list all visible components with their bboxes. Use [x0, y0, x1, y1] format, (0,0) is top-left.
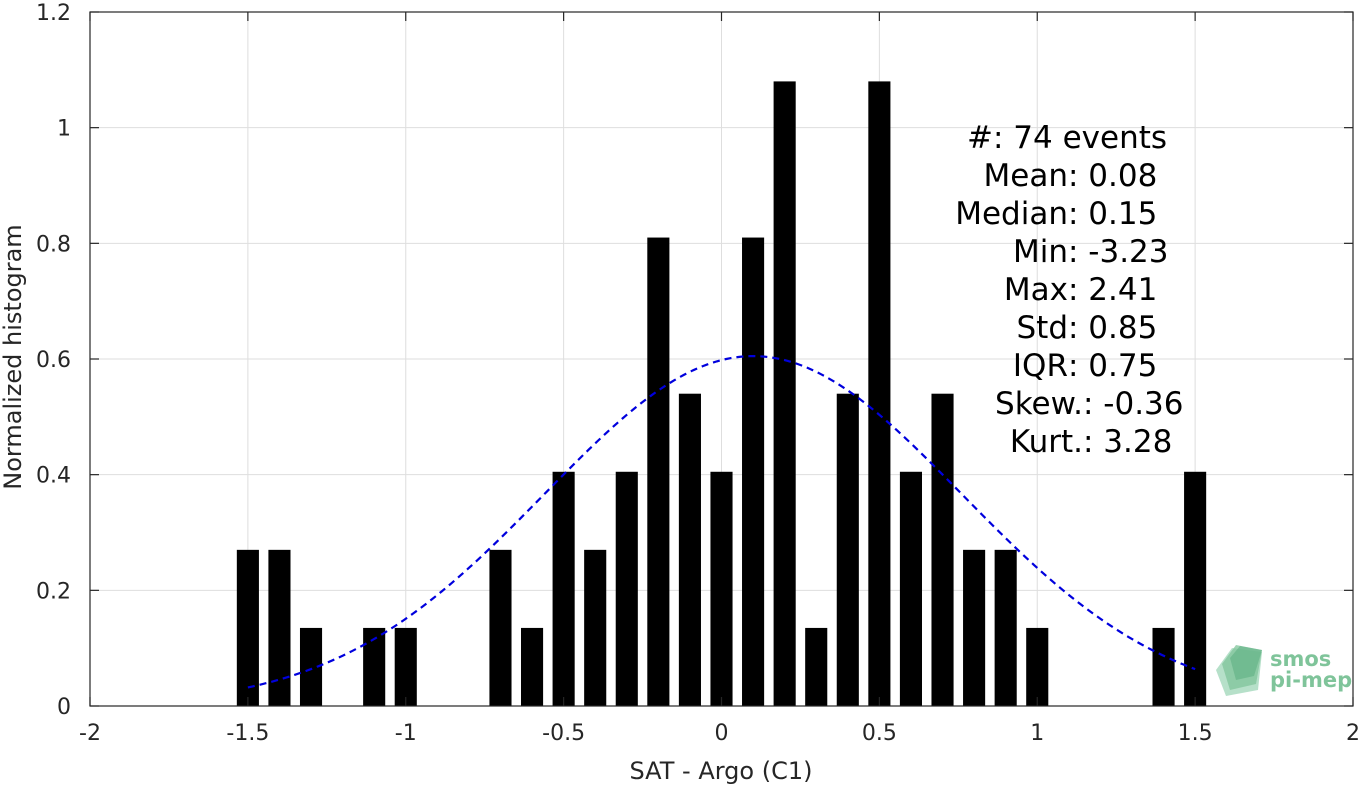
y-tick-label: 1: [57, 117, 71, 142]
stat-name: Mean: [984, 158, 1068, 194]
axis-ticks: [89, 11, 1354, 707]
stat-name: Median: [955, 196, 1068, 232]
histogram-bar: [710, 471, 733, 706]
stat-value: : 2.41: [1068, 272, 1157, 308]
y-tick-label: 0.8: [36, 232, 71, 257]
histogram-bar: [773, 81, 796, 706]
stat-name: Min: [1013, 234, 1068, 270]
stat-value: : 74 events: [993, 120, 1167, 156]
x-tick-label: 2: [1346, 721, 1360, 746]
stat-value: : 0.75: [1068, 348, 1157, 384]
histogram-bar: [299, 627, 323, 706]
logo-mark-icon: [1216, 645, 1262, 696]
histogram-bar: [994, 549, 1017, 706]
stat-value: : 0.08: [1068, 158, 1157, 194]
histogram-bar: [236, 549, 259, 706]
stat-value: : -3.23: [1068, 234, 1169, 270]
histogram-bar: [268, 549, 291, 706]
histogram-bar: [836, 393, 859, 706]
histogram-bar: [963, 549, 986, 706]
stat-name: Max: [1004, 272, 1068, 308]
x-tick-label: 0.5: [862, 721, 897, 746]
smos-pimep-logo: smos pi-mep: [1216, 645, 1352, 696]
x-tick-label: -1.5: [226, 721, 269, 746]
y-tick-label: 0.6: [36, 348, 71, 373]
x-tick-label: -1: [395, 721, 417, 746]
histogram-bar: [363, 627, 386, 706]
normal-fit-curve: [247, 355, 1196, 689]
logo-text-line2: pi-mep: [1270, 668, 1352, 692]
x-tick-labels: -2 -1.5 -1 -0.5 0 0.5 1 1.5 2: [79, 721, 1360, 746]
histogram-bar: [489, 549, 512, 706]
histogram-bar: [1184, 471, 1207, 706]
y-tick-labels: 0 0.2 0.4 0.6 0.8 1 1.2: [36, 1, 71, 720]
histogram-bar: [1152, 627, 1175, 706]
x-axis-label: SAT - Argo (C1): [630, 757, 813, 785]
stat-name: Kurt.: [1010, 424, 1083, 460]
stat-name: Std: [1016, 310, 1068, 346]
histogram-bar: [615, 471, 638, 706]
histogram-bar: [584, 549, 607, 706]
x-tick-label: -0.5: [542, 721, 585, 746]
x-tick-label: 0: [715, 721, 729, 746]
histogram-bar: [520, 627, 544, 706]
histogram-bar: [868, 81, 891, 706]
histogram-bar: [899, 471, 923, 706]
stat-name: #: [967, 120, 993, 156]
histogram-bar: [805, 627, 828, 706]
y-tick-label: 0.2: [36, 579, 71, 604]
x-tick-label: 1.5: [1178, 721, 1213, 746]
stat-value: : -0.36: [1083, 386, 1184, 422]
y-tick-label: 0: [57, 695, 71, 720]
histogram-bars: [236, 81, 1207, 707]
histogram-bar: [647, 237, 670, 707]
histogram-bar: [552, 471, 575, 706]
y-tick-label: 1.2: [36, 1, 71, 26]
x-tick-label: 1: [1030, 721, 1044, 746]
histogram-bar: [931, 393, 954, 706]
logo-text-line1: smos: [1270, 647, 1331, 671]
stat-name: IQR: [1013, 348, 1068, 384]
stat-value: : 0.15: [1068, 196, 1157, 232]
histogram-bar: [394, 627, 417, 706]
stat-value: : 0.85: [1068, 310, 1157, 346]
histogram-bar: [742, 237, 765, 707]
y-axis-label: Normalized histogram: [0, 224, 27, 489]
stat-name: Skew.: [995, 386, 1083, 422]
histogram-bar: [1026, 627, 1049, 706]
x-tick-label: -2: [79, 721, 101, 746]
y-tick-label: 0.4: [36, 464, 71, 489]
stat-value: : 3.28: [1083, 424, 1172, 460]
histogram-bar: [678, 393, 701, 706]
